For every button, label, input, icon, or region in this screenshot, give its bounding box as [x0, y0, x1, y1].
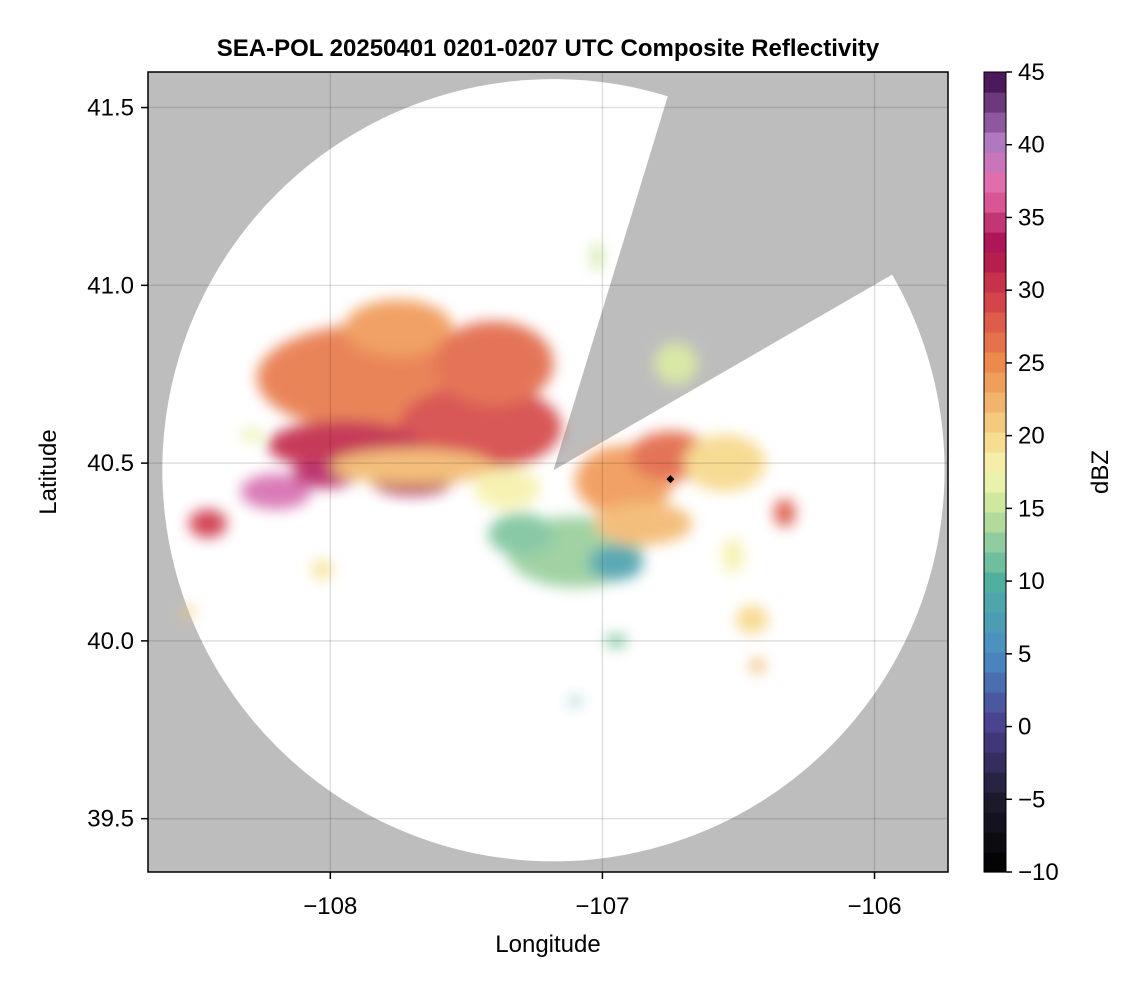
colorbar-tick-label: 30 — [1018, 277, 1045, 304]
echo-cell — [183, 605, 195, 620]
echo-cell — [433, 320, 554, 407]
echo-cell — [240, 427, 263, 442]
colorbar-bin — [984, 132, 1006, 153]
echo-cell — [654, 342, 698, 385]
colorbar-bin — [984, 532, 1006, 553]
echo-cell — [594, 502, 693, 545]
colorbar-tick-label: −10 — [1018, 859, 1059, 886]
y-tick-label: 41.5 — [87, 95, 134, 122]
colorbar-bin — [984, 152, 1006, 173]
colorbar-bin — [984, 792, 1006, 813]
colorbar — [984, 72, 1006, 873]
chart-title: SEA-POL 20250401 0201-0207 UTC Composite… — [217, 35, 880, 62]
colorbar-bin — [984, 692, 1006, 713]
echo-cell — [588, 544, 644, 581]
echo-cell — [773, 498, 796, 528]
colorbar-bin — [984, 392, 1006, 413]
x-tick-label: −107 — [575, 893, 629, 920]
colorbar-bin — [984, 672, 1006, 693]
radar-coverage-area — [162, 72, 948, 862]
y-tick-label: 40.0 — [87, 628, 134, 655]
colorbar-tick-label: 0 — [1018, 714, 1031, 741]
colorbar-tick-label: 35 — [1018, 204, 1045, 231]
x-axis-label: Longitude — [495, 931, 600, 958]
colorbar-bin — [984, 832, 1006, 853]
colorbar-tick-label: 45 — [1018, 59, 1045, 86]
colorbar-bin — [984, 572, 1006, 593]
colorbar-bin — [984, 72, 1006, 93]
colorbar-bin — [984, 232, 1006, 253]
colorbar-bin — [984, 552, 1006, 573]
y-axis-label: Latitude — [35, 429, 62, 514]
y-tick-label: 41.0 — [87, 272, 134, 299]
colorbar-bin — [984, 432, 1006, 453]
colorbar-bin — [984, 632, 1006, 653]
site-marker — [666, 475, 675, 484]
colorbar-tick-label: 5 — [1018, 641, 1031, 668]
colorbar-bin — [984, 772, 1006, 793]
echo-cell — [749, 658, 766, 673]
x-tick-label: −108 — [303, 893, 357, 920]
colorbar-bin — [984, 332, 1006, 353]
colorbar-bin — [984, 752, 1006, 773]
colorbar-bin — [984, 112, 1006, 133]
echo-cell — [311, 559, 334, 581]
colorbar-tick-label: −5 — [1018, 786, 1045, 813]
colorbar-bin — [984, 172, 1006, 193]
colorbar-tick-label: 25 — [1018, 350, 1045, 377]
colorbar-bin — [984, 212, 1006, 233]
echo-cell — [722, 537, 744, 574]
reflectivity-echoes — [183, 242, 796, 705]
x-axis-ticks: −108 −107 −106 — [303, 872, 902, 920]
echo-cell — [488, 512, 554, 556]
colorbar-bin — [984, 812, 1006, 833]
echo-cell — [569, 697, 581, 705]
plot-frame — [147, 71, 949, 873]
y-axis-ticks: 39.5 40.0 40.5 41.0 41.5 — [87, 95, 148, 833]
colorbar-bin — [984, 712, 1006, 733]
colorbar-bin — [984, 312, 1006, 333]
echo-cell — [343, 299, 453, 357]
colorbar-ticks: −10 −5 0 5 10 15 20 25 30 35 40 45 — [1006, 59, 1059, 886]
colorbar-bin — [984, 852, 1006, 873]
colorbar-tick-label: 20 — [1018, 423, 1045, 450]
grid-lines — [148, 72, 948, 872]
echo-cell — [330, 448, 494, 485]
colorbar-bin — [984, 352, 1006, 373]
colorbar-tick-label: 10 — [1018, 568, 1045, 595]
colorbar-bin — [984, 272, 1006, 293]
colorbar-bin — [984, 412, 1006, 433]
echo-cell — [398, 384, 562, 471]
colorbar-bin — [984, 592, 1006, 613]
colorbar-bin — [984, 292, 1006, 313]
echo-cell — [605, 633, 627, 649]
colorbar-bin — [984, 192, 1006, 213]
y-tick-label: 40.5 — [87, 450, 134, 477]
colorbar-bin — [984, 372, 1006, 393]
echo-cell — [240, 473, 312, 510]
echo-cell — [474, 466, 540, 510]
colorbar-bin — [984, 492, 1006, 513]
colorbar-bin — [984, 512, 1006, 533]
colorbar-bin — [984, 252, 1006, 273]
colorbar-bin — [984, 732, 1006, 753]
y-tick-label: 39.5 — [87, 806, 134, 833]
colorbar-bin — [984, 472, 1006, 493]
colorbar-bin — [984, 92, 1006, 113]
colorbar-frame — [983, 71, 1007, 873]
echo-cell — [591, 242, 603, 272]
colorbar-tick-label: 15 — [1018, 495, 1045, 522]
x-tick-label: −106 — [847, 893, 901, 920]
echo-cell — [684, 434, 766, 492]
colorbar-bin — [984, 452, 1006, 473]
site-marker-diamond — [666, 475, 675, 484]
colorbar-label: dBZ — [1087, 450, 1114, 494]
echo-cell — [735, 605, 769, 634]
colorbar-tick-label: 40 — [1018, 132, 1045, 159]
colorbar-bin — [984, 652, 1006, 673]
echo-cell — [188, 509, 227, 538]
colorbar-bin — [984, 612, 1006, 633]
blocked-sector — [553, 72, 948, 471]
